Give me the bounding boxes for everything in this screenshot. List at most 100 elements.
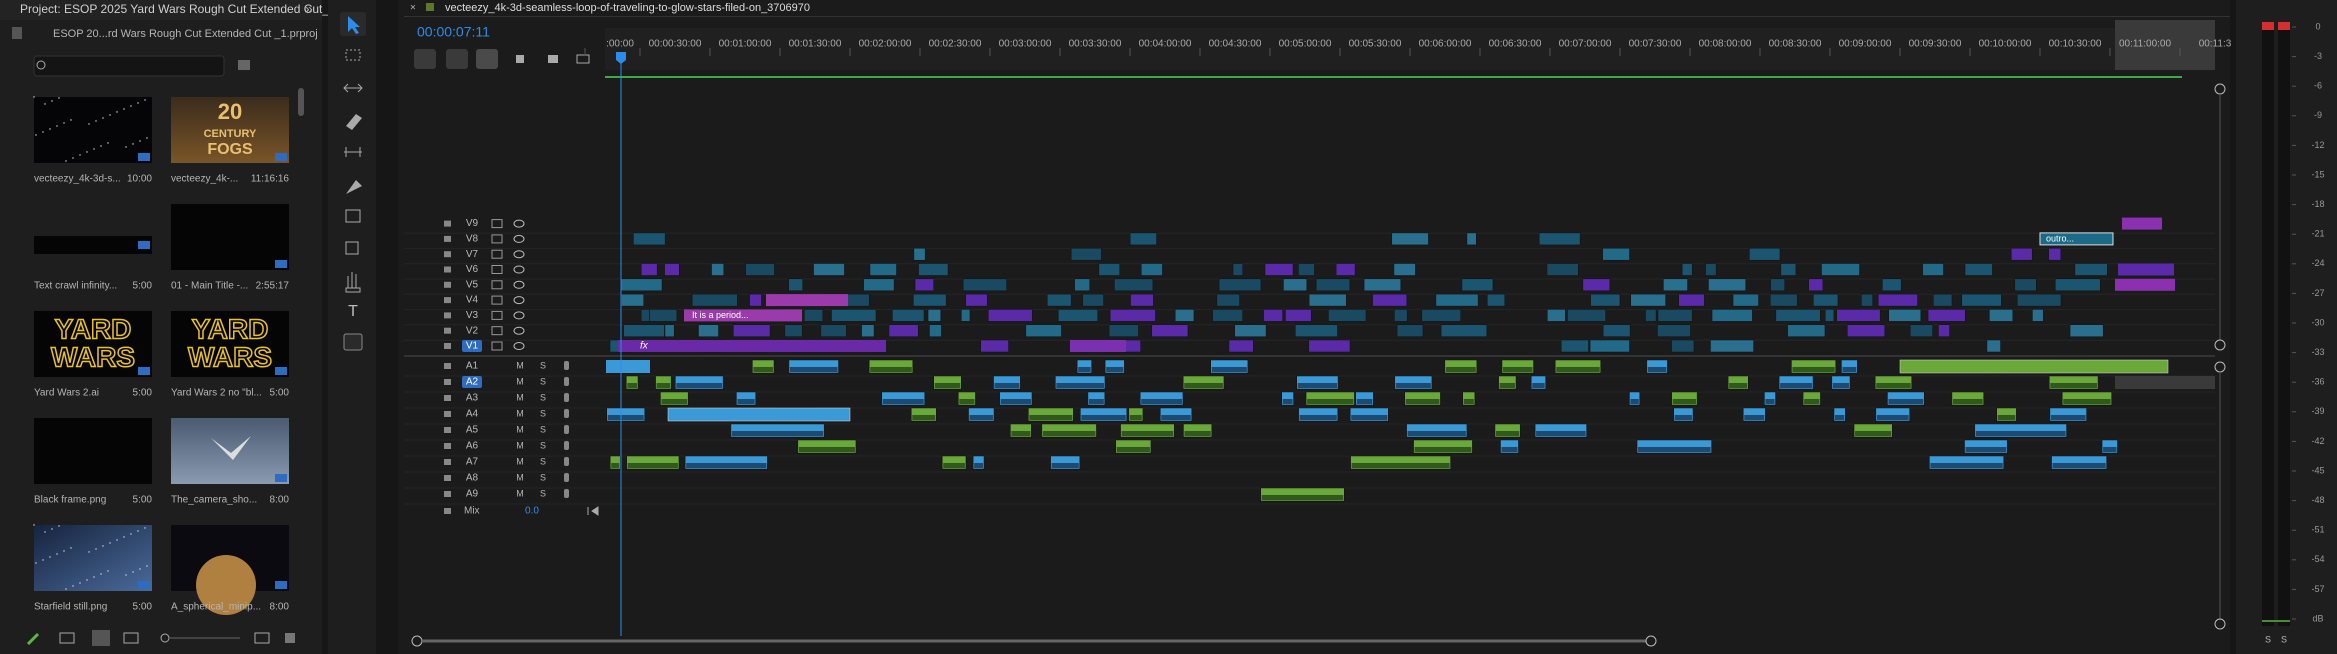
toggle-output[interactable] [513, 342, 525, 350]
scroll-knob[interactable] [2214, 618, 2226, 630]
audio-clip[interactable] [667, 407, 851, 422]
audio-clip[interactable] [972, 455, 985, 470]
solo-button[interactable]: S [540, 360, 546, 370]
video-clip[interactable] [927, 309, 942, 322]
video-clip[interactable] [1657, 309, 1693, 322]
video-clip[interactable] [1283, 278, 1308, 292]
solo-button[interactable]: S [540, 424, 546, 434]
video-clip[interactable] [2118, 263, 2174, 276]
lock-icon[interactable] [444, 491, 451, 497]
video-clip[interactable] [1391, 232, 1429, 246]
video-clip[interactable] [804, 309, 824, 322]
video-clip[interactable] [1938, 324, 1950, 337]
video-clip[interactable] [1657, 324, 1691, 337]
video-clip[interactable] [649, 309, 678, 322]
timecode[interactable]: 00:00:07:11 [417, 24, 490, 40]
playhead-handle[interactable] [616, 52, 626, 64]
toggle-output[interactable] [513, 311, 525, 320]
video-clip[interactable] [1986, 339, 2001, 353]
video-clip[interactable] [1933, 293, 1953, 307]
video-clip[interactable] [1140, 263, 1163, 276]
video-clip[interactable] [1025, 324, 1062, 337]
hand-tool[interactable] [345, 272, 361, 293]
video-clip[interactable] [1922, 263, 1944, 276]
video-clip[interactable] [1749, 247, 1781, 261]
video-clip[interactable] [1546, 263, 1579, 276]
toggle-output[interactable] [513, 280, 525, 289]
mute-button[interactable]: M [516, 392, 524, 402]
selection-tool[interactable] [348, 16, 360, 34]
video-clip[interactable] [1681, 263, 1693, 276]
video-clip[interactable] [1708, 278, 1747, 292]
lock-icon[interactable] [444, 266, 451, 273]
video-clip[interactable] [623, 324, 665, 337]
video-clip[interactable] [1710, 339, 1754, 353]
video-clip[interactable] [929, 324, 942, 337]
video-clip[interactable] [640, 309, 650, 322]
caption-tool[interactable] [343, 333, 363, 351]
mute-button[interactable]: M [516, 376, 524, 386]
captions-button[interactable] [576, 54, 590, 64]
video-clip[interactable] [1114, 278, 1154, 292]
video-clip[interactable] [640, 263, 658, 276]
video-clip[interactable] [888, 324, 919, 337]
track-target[interactable] [462, 376, 482, 388]
video-clip[interactable] [1732, 293, 1759, 307]
video-clip[interactable] [1394, 309, 1408, 322]
video-clip[interactable] [820, 324, 847, 337]
ripple-tool[interactable] [343, 83, 363, 93]
video-clip[interactable] [1129, 232, 1157, 246]
audio-clip[interactable] [626, 375, 639, 390]
new-bin[interactable] [285, 633, 295, 643]
voice-record[interactable] [564, 473, 569, 482]
video-clip[interactable] [1315, 278, 1351, 292]
video-clip[interactable] [2055, 278, 2101, 292]
audio-clip[interactable] [1899, 359, 2169, 374]
pen-tool[interactable] [346, 180, 362, 194]
video-clip[interactable] [1847, 324, 1886, 337]
search-box[interactable] [33, 55, 225, 77]
video-clip[interactable] [914, 278, 934, 292]
video-clip[interactable] [1961, 293, 2002, 307]
video-clip[interactable] [1589, 339, 1630, 353]
lock-icon[interactable] [444, 363, 451, 369]
lock-icon[interactable] [444, 235, 451, 242]
toggle-output[interactable] [513, 219, 525, 228]
voice-record[interactable] [564, 441, 569, 450]
video-clip[interactable] [1547, 309, 1566, 322]
sync-lock[interactable] [491, 234, 503, 244]
video-clip[interactable] [1372, 293, 1408, 307]
video-clip[interactable] [1234, 324, 1267, 337]
video-clip[interactable] [1295, 324, 1338, 337]
video-clip[interactable] [1057, 309, 1098, 322]
video-clip[interactable] [1671, 339, 1695, 353]
video-clip[interactable] [965, 293, 988, 307]
video-clip[interactable] [913, 293, 947, 307]
snap-toggle[interactable] [446, 49, 468, 69]
voice-record[interactable] [564, 457, 569, 466]
settings-button[interactable] [548, 55, 558, 63]
video-clip[interactable] [766, 294, 848, 307]
solo-button[interactable]: S [540, 456, 546, 466]
video-clip[interactable] [1212, 309, 1243, 322]
video-clip[interactable] [869, 263, 897, 276]
video-clip[interactable] [2122, 217, 2162, 230]
solo-button[interactable]: S [540, 472, 546, 482]
voice-record[interactable] [564, 409, 569, 418]
video-clip[interactable] [2039, 232, 2114, 246]
lock-icon[interactable] [444, 379, 451, 385]
voice-record[interactable] [564, 377, 569, 386]
track-target[interactable] [462, 340, 482, 352]
lock-icon[interactable] [444, 475, 451, 481]
slip-tool[interactable] [344, 147, 362, 157]
solo-button[interactable]: S [540, 488, 546, 498]
solo-channel[interactable]: S [2265, 634, 2271, 644]
sync-lock[interactable] [491, 326, 503, 336]
video-clip[interactable] [961, 309, 971, 322]
toggle-output[interactable] [513, 296, 525, 305]
video-clip[interactable] [1421, 309, 1461, 322]
video-clip[interactable] [1298, 263, 1315, 276]
sync-lock[interactable] [491, 280, 503, 290]
toggle-output[interactable] [513, 265, 525, 274]
video-clip[interactable] [1602, 247, 1630, 261]
